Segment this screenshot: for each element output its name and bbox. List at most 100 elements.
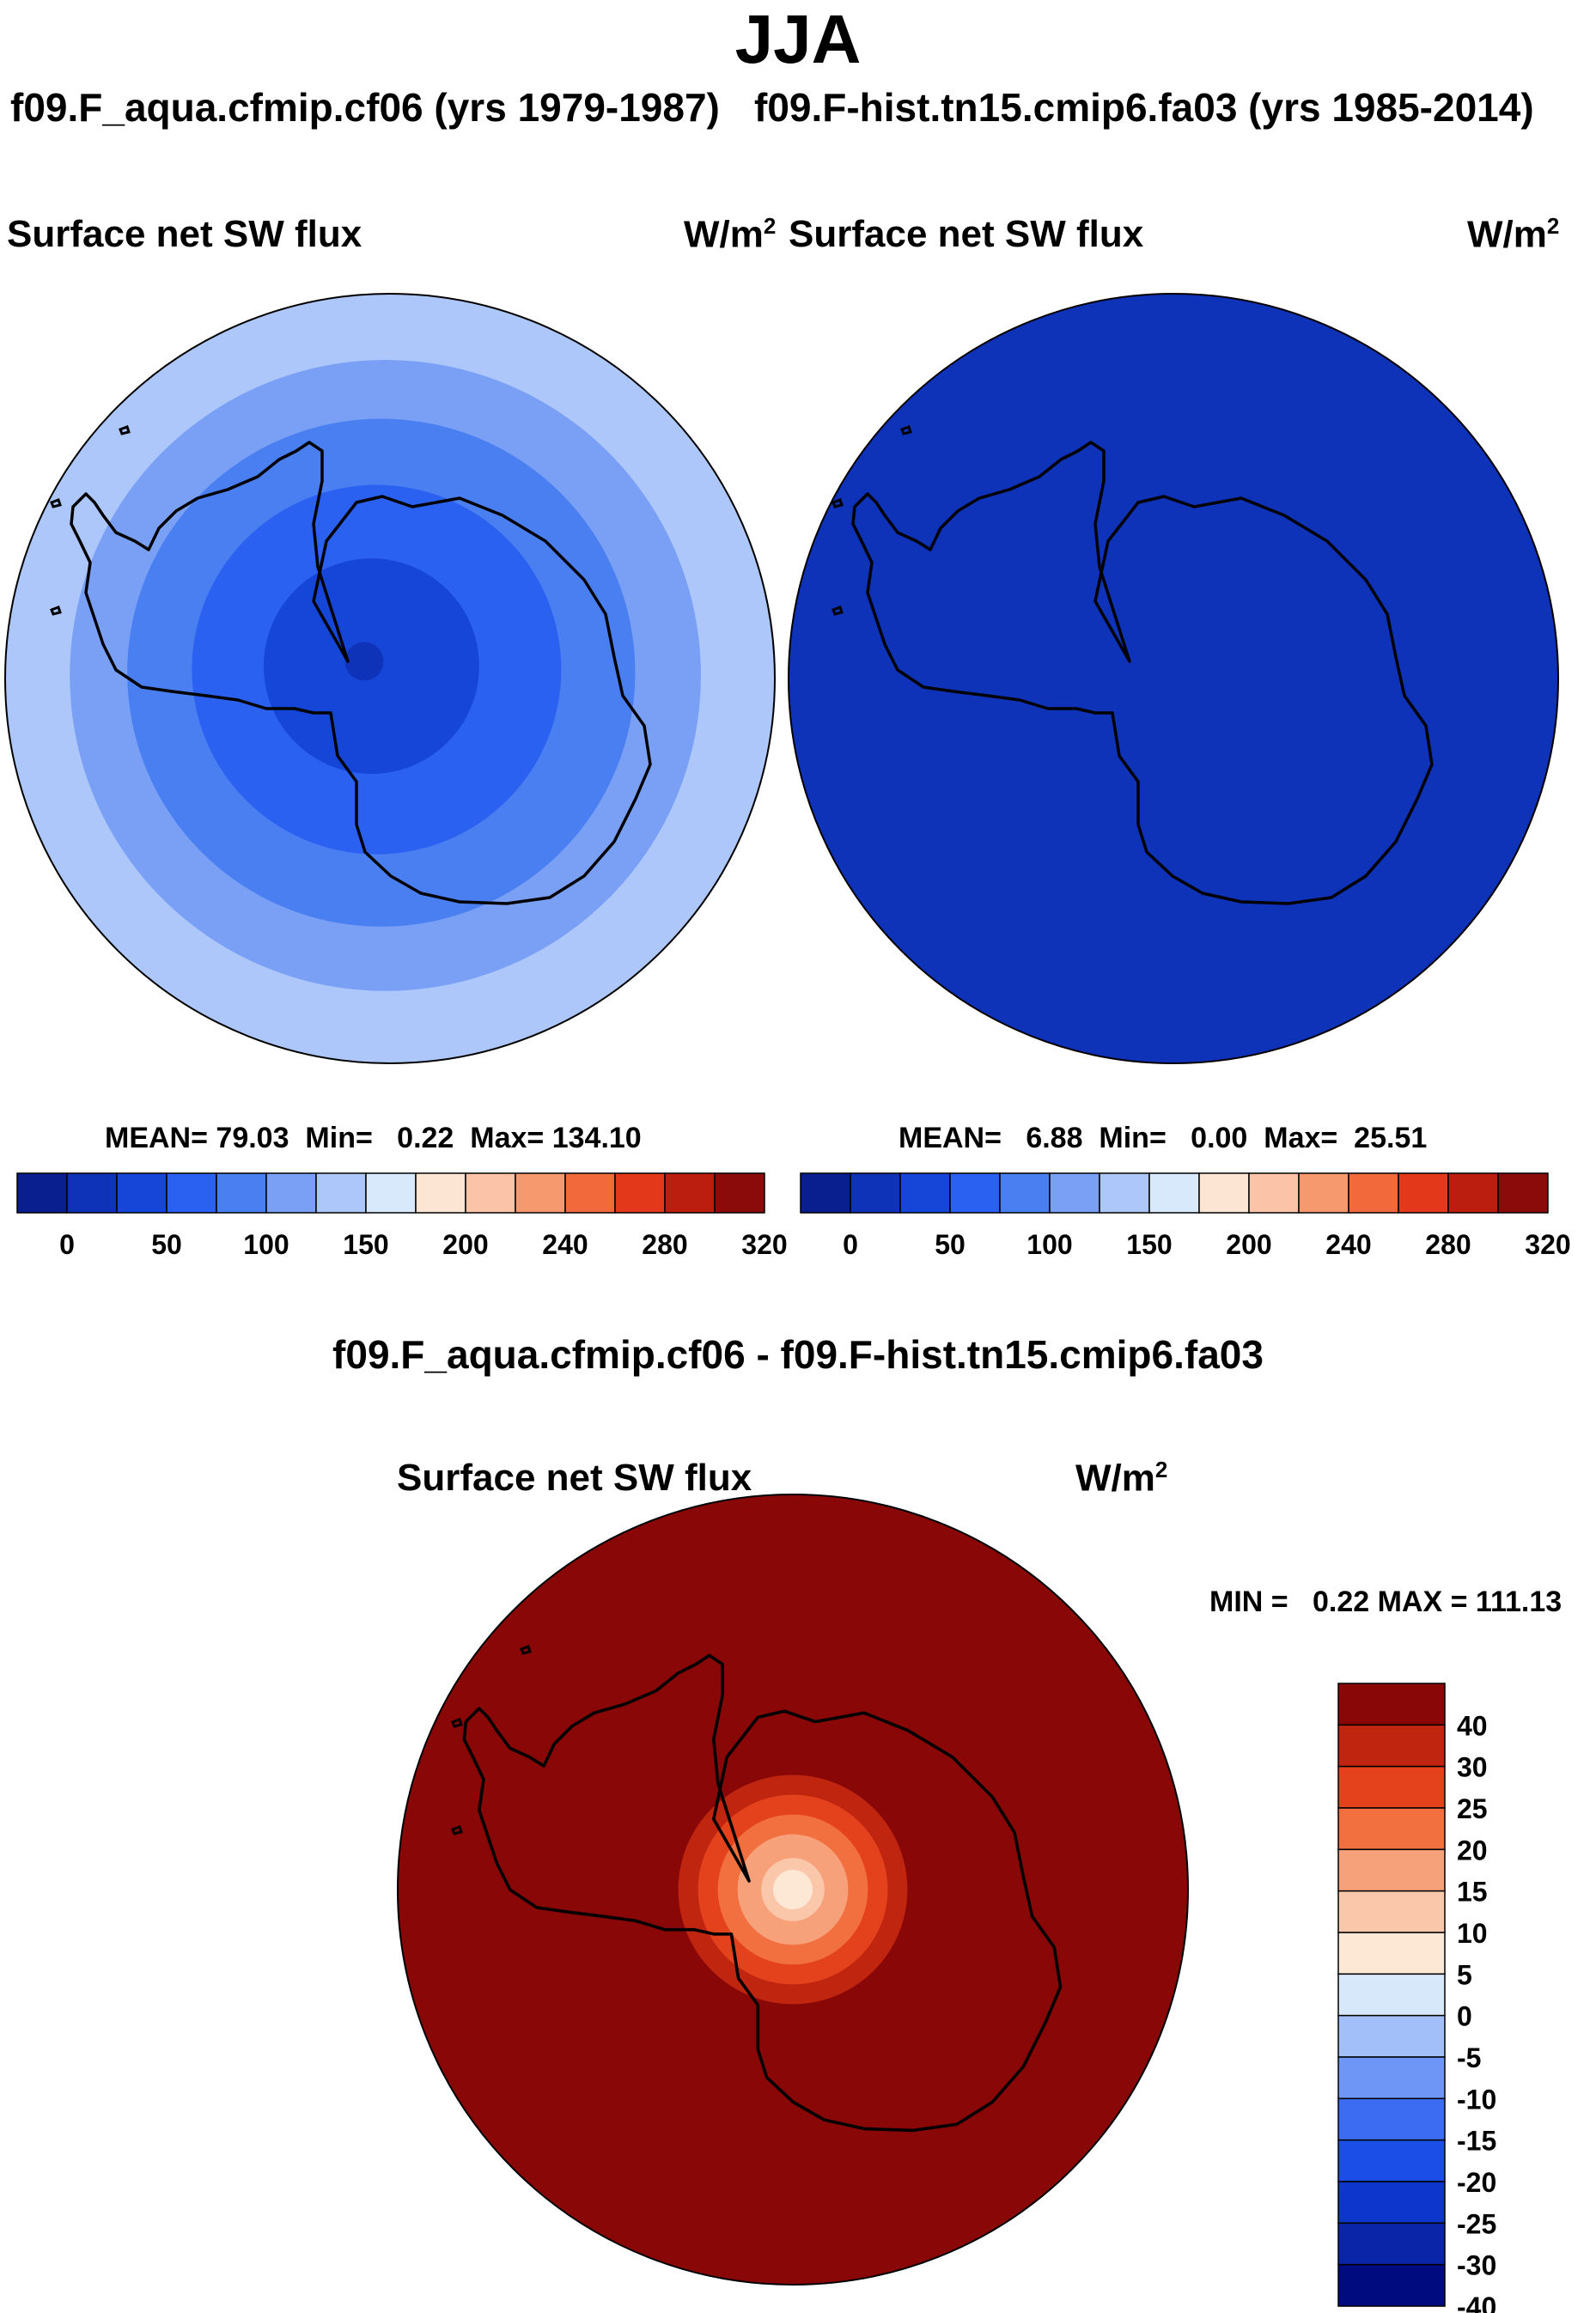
colorbar-tick-label: 40 bbox=[1457, 1710, 1488, 1741]
colorbar-tick-label: 320 bbox=[1525, 1229, 1570, 1260]
colorbar-tick-label: 5 bbox=[1457, 1959, 1472, 1990]
colorbar-cell bbox=[465, 1172, 516, 1214]
colorbar-cell bbox=[315, 1172, 367, 1214]
season-title: JJA bbox=[734, 1, 862, 77]
colorbar-cell bbox=[66, 1172, 118, 1214]
colorbar-tick-label: 280 bbox=[1425, 1229, 1471, 1260]
colorbar-cell bbox=[1049, 1172, 1100, 1214]
island-outline bbox=[451, 1718, 463, 1728]
island-outline bbox=[832, 606, 844, 616]
colorbar-cell bbox=[1337, 2097, 1446, 2141]
colorbar-tick-label: 320 bbox=[741, 1229, 787, 1260]
colorbar-cell bbox=[1337, 1724, 1446, 1768]
left-variable-label: Surface net SW flux bbox=[7, 213, 362, 255]
right-variable-label: Surface net SW flux bbox=[789, 213, 1144, 255]
colorbar-cell bbox=[515, 1172, 566, 1214]
colorbar-cell bbox=[850, 1172, 901, 1214]
colorbar-cell bbox=[1337, 1973, 1446, 2017]
colorbar-tick-label: -15 bbox=[1457, 2126, 1496, 2157]
colorbar-tick-label: 100 bbox=[243, 1229, 289, 1260]
colorbar-cell bbox=[1398, 1172, 1449, 1214]
colorbar-tick-label: 100 bbox=[1026, 1229, 1072, 1260]
colorbar-cell bbox=[1198, 1172, 1250, 1214]
colorbar-cell bbox=[1497, 1172, 1549, 1214]
colorbar-cell bbox=[1337, 2014, 1446, 2058]
colorbar-cell bbox=[1337, 1848, 1446, 1892]
colorbar-cell bbox=[999, 1172, 1051, 1214]
left-run-title: f09.F_aqua.cfmip.cf06 (yrs 1979-1987) bbox=[10, 85, 720, 130]
colorbar-cell bbox=[1337, 1807, 1446, 1851]
colorbar-tick-label: 50 bbox=[151, 1229, 182, 1260]
right-units-label: W/m2 bbox=[1467, 213, 1560, 256]
colorbar-tick-label: 25 bbox=[1457, 1793, 1488, 1824]
colorbar-tick-label: 240 bbox=[1325, 1229, 1371, 1260]
colorbar-tick-label: 0 bbox=[59, 1229, 75, 1260]
diff-stats: MIN = 0.22 MAX = 111.13 bbox=[1209, 1586, 1562, 1618]
colorbar-tick-label: 50 bbox=[935, 1229, 966, 1260]
right-stats: MEAN= 6.88 Min= 0.00 Max= 25.51 bbox=[899, 1122, 1428, 1154]
colorbar-cell bbox=[365, 1172, 417, 1214]
colorbar-cell bbox=[1337, 2056, 1446, 2100]
colorbar-cell bbox=[614, 1172, 666, 1214]
colorbar-cell bbox=[714, 1172, 765, 1214]
island-outline bbox=[900, 425, 912, 435]
left-colorbar: 0 50 100 150 200 240 280 320 bbox=[16, 1172, 788, 1260]
colorbar-cell bbox=[664, 1172, 716, 1214]
colorbar-tick-label: 240 bbox=[542, 1229, 588, 1260]
colorbar-cell bbox=[564, 1172, 616, 1214]
colorbar-tick-label: -40 bbox=[1457, 2292, 1496, 2313]
colorbar-cell bbox=[1337, 1683, 1446, 1726]
colorbar-cell bbox=[1099, 1172, 1150, 1214]
colorbar-tick-label: 0 bbox=[843, 1229, 858, 1260]
colorbar-cell bbox=[1248, 1172, 1300, 1214]
map-boundary-circle bbox=[397, 1494, 1189, 2286]
colorbar-tick-label: -10 bbox=[1457, 2084, 1496, 2115]
colorbar-tick-label: 150 bbox=[1126, 1229, 1172, 1260]
colorbar-cell bbox=[1148, 1172, 1200, 1214]
island-outline bbox=[119, 425, 131, 435]
left-stats: MEAN= 79.03 Min= 0.22 Max= 134.10 bbox=[105, 1122, 642, 1154]
left-units-label: W/m2 bbox=[684, 213, 777, 256]
colorbar-tick-label: 150 bbox=[343, 1229, 388, 1260]
colorbar-cell bbox=[1298, 1172, 1349, 1214]
colorbar-cell bbox=[1337, 2181, 1446, 2225]
colorbar-cell bbox=[1337, 1932, 1446, 1975]
colorbar-tick-label: 30 bbox=[1457, 1752, 1488, 1783]
colorbar-tick-label: -5 bbox=[1457, 2042, 1481, 2073]
right-colorbar: 0 50 100 150 200 240 280 320 bbox=[800, 1172, 1571, 1260]
colorbar-cell bbox=[1337, 2222, 1446, 2266]
island-outline bbox=[832, 498, 844, 508]
map-panel-2 bbox=[788, 293, 1559, 1064]
field-contour-band bbox=[773, 1870, 813, 1909]
colorbar-tick-label: 10 bbox=[1457, 1918, 1488, 1949]
map-boundary-circle bbox=[4, 293, 776, 1064]
colorbar-tick-label: -20 bbox=[1457, 2167, 1496, 2198]
colorbar-cell bbox=[166, 1172, 217, 1214]
colorbar-cell bbox=[265, 1172, 317, 1214]
map-boundary-circle bbox=[788, 293, 1559, 1064]
island-outline bbox=[50, 498, 62, 508]
right-run-title: f09.F-hist.tn15.cmip6.fa03 (yrs 1985-201… bbox=[754, 85, 1534, 130]
diff-colorbar: 40 30 25 20 15 10 5 0 -5 -10 -15 -20 -25 -30 -40 bbox=[1337, 1683, 1496, 2313]
colorbar-cell bbox=[1337, 1890, 1446, 1933]
diff-variable-label: Surface net SW flux bbox=[397, 1457, 752, 1499]
map-panel-1 bbox=[4, 293, 776, 1064]
colorbar-cell bbox=[1337, 1765, 1446, 1809]
island-outline bbox=[451, 1825, 463, 1835]
island-outline bbox=[520, 1645, 532, 1655]
colorbar-tick-label: 0 bbox=[1457, 2001, 1472, 2032]
colorbar-cell bbox=[899, 1172, 951, 1214]
colorbar-cell bbox=[216, 1172, 267, 1214]
field-contour-band bbox=[344, 642, 384, 681]
colorbar-cell bbox=[1447, 1172, 1499, 1214]
colorbar-cell bbox=[1337, 2263, 1446, 2307]
colorbar-cell bbox=[116, 1172, 168, 1214]
map-panel-3 bbox=[397, 1494, 1189, 2286]
colorbar-cell bbox=[1348, 1172, 1399, 1214]
colorbar-tick-label: 280 bbox=[642, 1229, 687, 1260]
colorbar-tick-label: -25 bbox=[1457, 2208, 1496, 2239]
colorbar-tick-label: -30 bbox=[1457, 2250, 1496, 2281]
colorbar-tick-label: 200 bbox=[1226, 1229, 1271, 1260]
field-fill bbox=[789, 294, 1558, 1063]
